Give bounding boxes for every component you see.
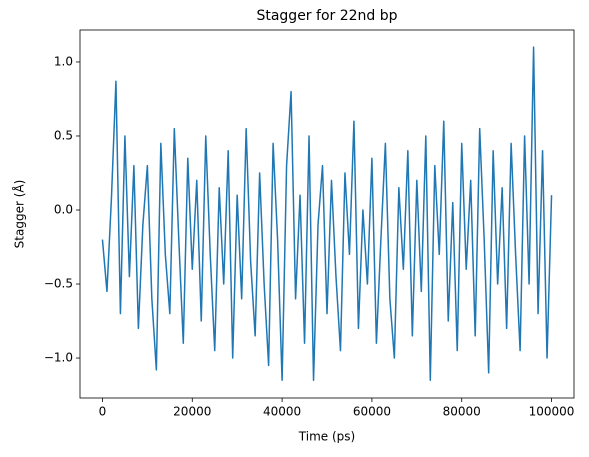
x-tick-label: 60000 bbox=[353, 405, 391, 419]
y-axis-label: Stagger (Å) bbox=[12, 180, 27, 249]
x-tick-label: 20000 bbox=[173, 405, 211, 419]
x-tick-label: 40000 bbox=[263, 405, 301, 419]
x-axis-label: Time (ps) bbox=[298, 430, 355, 444]
y-tick-label: −0.5 bbox=[44, 277, 73, 291]
plot-frame bbox=[79, 29, 575, 399]
x-tick-label: 100000 bbox=[529, 405, 575, 419]
data-line bbox=[101, 46, 553, 381]
y-tick-label: 0.0 bbox=[54, 203, 73, 217]
y-tick-label: −1.0 bbox=[44, 351, 73, 365]
y-tick-label: 1.0 bbox=[54, 54, 73, 68]
x-tick-label: 0 bbox=[99, 405, 107, 419]
y-tick-label: 0.5 bbox=[54, 128, 73, 142]
x-tick-label: 80000 bbox=[443, 405, 481, 419]
chart-title: Stagger for 22nd bp bbox=[256, 8, 397, 24]
